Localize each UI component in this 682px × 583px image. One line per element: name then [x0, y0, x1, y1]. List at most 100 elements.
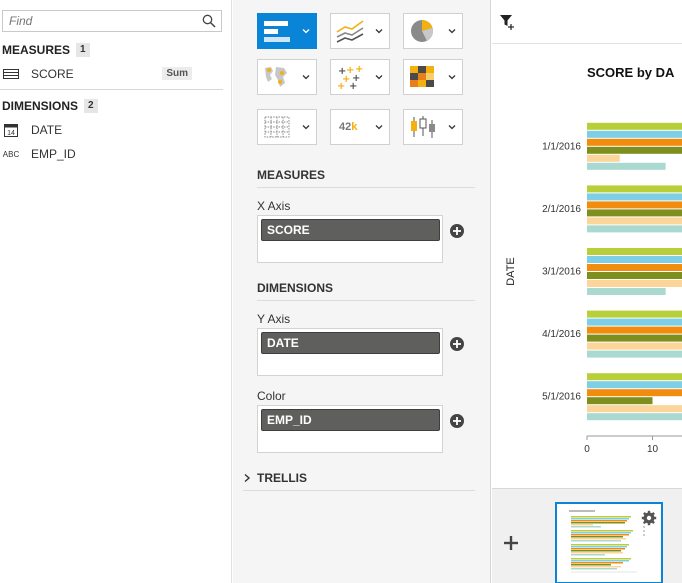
trellis-toggle[interactable]: TRELLIS	[243, 471, 307, 485]
y-tick-label: 2/1/2016	[542, 204, 581, 215]
chart-area[interactable]: SCORE by DA DATE 1/1/2016 2/1/2016 3/1/2016…	[492, 45, 682, 488]
chevron-down-icon[interactable]	[375, 27, 383, 35]
bar-chart[interactable]: DATE 1/1/2016 2/1/2016 3/1/2016 4/1/2016 5/1/…	[492, 45, 682, 488]
bar[interactable]	[587, 326, 682, 334]
bar[interactable]	[587, 397, 653, 405]
dimension-name: EMP_ID	[31, 147, 76, 161]
measure-item-score[interactable]: SCORE Sum	[2, 64, 222, 84]
bar[interactable]	[587, 154, 620, 162]
chart-type-table[interactable]	[257, 109, 317, 145]
color-dropzone[interactable]: EMP_ID	[257, 405, 443, 453]
svg-text:+: +	[338, 66, 346, 77]
bar[interactable]	[587, 389, 682, 397]
bar[interactable]	[587, 318, 682, 326]
chevron-down-icon[interactable]	[302, 123, 310, 131]
bar[interactable]	[587, 138, 682, 146]
add-page-icon[interactable]	[502, 534, 520, 552]
search-box[interactable]	[2, 10, 222, 32]
section-divider	[0, 89, 223, 90]
dimensions-count-badge: 2	[84, 99, 98, 113]
chart-type-pie[interactable]	[403, 13, 463, 49]
bar[interactable]	[587, 310, 682, 318]
chart-builder-panel: + + + + + + + 42k	[233, 0, 491, 583]
add-color-icon[interactable]	[449, 413, 465, 429]
dimension-item-emp-id[interactable]: ABC EMP_ID	[2, 144, 222, 164]
gear-icon[interactable]	[641, 510, 657, 526]
bar[interactable]	[587, 413, 682, 421]
bar[interactable]	[587, 280, 682, 287]
bar[interactable]	[587, 405, 682, 413]
chevron-down-icon[interactable]	[375, 73, 383, 81]
chevron-down-icon[interactable]	[448, 123, 456, 131]
bar[interactable]	[587, 373, 682, 381]
bar[interactable]	[587, 122, 682, 130]
svg-text:+: +	[342, 74, 350, 85]
bar[interactable]	[587, 201, 682, 209]
chart-type-box-plot[interactable]	[403, 109, 463, 145]
dimensions-title: DIMENSIONS	[2, 99, 79, 113]
search-input[interactable]	[3, 11, 193, 31]
y-axis-pill[interactable]: DATE	[261, 332, 440, 354]
y-axis-dropzone[interactable]: DATE	[257, 328, 443, 376]
measures-header: MEASURES 1	[2, 43, 90, 57]
chevron-down-icon[interactable]	[448, 27, 456, 35]
measure-icon	[2, 67, 20, 81]
chart-type-bar[interactable]	[257, 13, 317, 49]
chevron-down-icon[interactable]	[302, 73, 310, 81]
chart-type-scatter[interactable]: + + + + + + +	[330, 59, 390, 95]
bar-chart-icon	[264, 21, 290, 42]
chevron-down-icon[interactable]	[375, 123, 383, 131]
x-axis-pill[interactable]: SCORE	[261, 219, 440, 241]
chart-type-line[interactable]	[330, 13, 390, 49]
add-x-axis-icon[interactable]	[449, 223, 465, 239]
y-tick-label: 1/1/2016	[542, 141, 581, 152]
bar[interactable]	[587, 162, 666, 170]
y-tick-label: 5/1/2016	[542, 392, 581, 403]
measures-title: MEASURES	[2, 43, 71, 57]
bar[interactable]	[587, 146, 682, 154]
x-axis-dropzone[interactable]: SCORE	[257, 215, 443, 263]
chart-canvas-panel: SCORE by DA DATE 1/1/2016 2/1/2016 3/1/2016…	[492, 0, 682, 583]
add-filter-icon[interactable]	[500, 14, 514, 30]
dimension-item-date[interactable]: 14 DATE	[2, 120, 222, 140]
color-pill[interactable]: EMP_ID	[261, 409, 440, 431]
line-chart-icon	[336, 20, 364, 43]
bar[interactable]	[587, 130, 682, 138]
chevron-down-icon[interactable]	[448, 73, 456, 81]
bar[interactable]	[587, 381, 682, 389]
page-footer	[492, 488, 682, 583]
chart-type-heatmap[interactable]	[403, 59, 463, 95]
bar[interactable]	[587, 185, 682, 193]
x-tick-label: 0	[584, 444, 590, 455]
page-thumbnail[interactable]	[555, 502, 663, 583]
bar[interactable]	[587, 334, 682, 342]
bar[interactable]	[587, 350, 682, 358]
bar[interactable]	[587, 209, 682, 217]
measure-name: SCORE	[31, 67, 74, 81]
calendar-icon: 14	[2, 123, 20, 137]
trellis-label: TRELLIS	[257, 471, 307, 485]
bar[interactable]	[587, 264, 682, 271]
box-plot-icon	[411, 116, 435, 138]
bar[interactable]	[587, 272, 682, 279]
data-panel: MEASURES 1 SCORE Sum DIMENSIONS 2 14 DAT…	[0, 0, 232, 583]
chart-type-geo[interactable]	[257, 59, 317, 95]
add-y-axis-icon[interactable]	[449, 336, 465, 352]
bar[interactable]	[587, 217, 682, 225]
chart-type-numeric-point[interactable]: 42k	[330, 109, 390, 145]
bar[interactable]	[587, 225, 682, 233]
bar[interactable]	[587, 193, 682, 201]
bar[interactable]	[587, 342, 682, 350]
chevron-down-icon[interactable]	[302, 27, 310, 35]
text-type-icon: ABC	[2, 149, 20, 159]
table-icon	[264, 116, 290, 138]
bar[interactable]	[587, 248, 682, 255]
search-icon[interactable]	[202, 14, 216, 28]
chart-toolbar	[492, 0, 682, 44]
aggregation-badge[interactable]: Sum	[162, 67, 192, 80]
bar[interactable]	[587, 288, 666, 295]
bar[interactable]	[587, 256, 682, 263]
y-tick-label: 4/1/2016	[542, 329, 581, 340]
x-tick-label: 10	[647, 444, 659, 455]
section-divider	[257, 187, 475, 188]
